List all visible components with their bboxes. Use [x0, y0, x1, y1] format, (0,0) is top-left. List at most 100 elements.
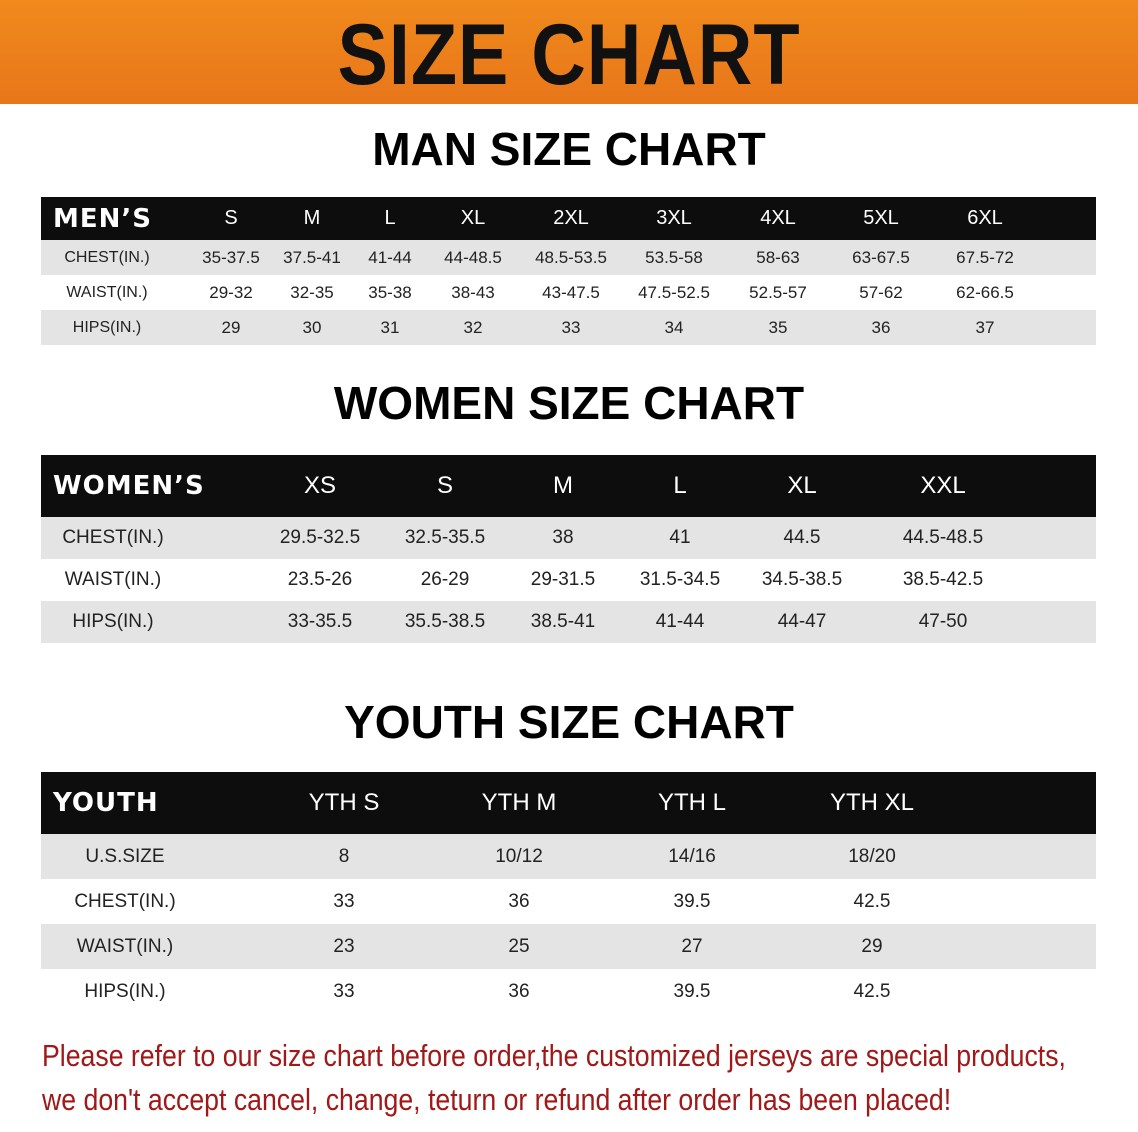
- table-cell: 34.5-38.5: [761, 569, 843, 590]
- table-row: HIPS(IN.) 29 30 31 32 33 34 35 36 37: [41, 310, 1096, 345]
- size-header-yth-m: YTH M: [481, 789, 557, 816]
- table-header-row: MEN’S S M L XL 2XL 3XL 4XL 5XL 6XL: [41, 197, 1096, 240]
- table-cell: 41-44: [368, 247, 412, 267]
- table-cell: 41: [669, 527, 691, 548]
- table-cell: 38: [552, 527, 574, 548]
- table-cell: 58-63: [756, 247, 800, 267]
- table-cell: 29: [861, 935, 883, 957]
- table-row: HIPS(IN.) 33 36 39.5 42.5: [41, 969, 1096, 1015]
- table-cell: 31.5-34.5: [639, 569, 721, 590]
- size-header-yth-s: YTH S: [308, 789, 380, 816]
- table-row: WAIST(IN.) 29-32 32-35 35-38 38-43 43-47.5 47.…: [41, 275, 1096, 310]
- row-label: HIPS(IN.): [72, 318, 142, 336]
- row-label: CHEST(IN.): [64, 248, 150, 266]
- table-cell: 41-44: [655, 611, 705, 632]
- size-header-xl: XL: [460, 207, 486, 229]
- table-cell: 35-37.5: [202, 247, 260, 267]
- table-row: HIPS(IN.) 33-35.5 35.5-38.5 38.5-41 41-44 44-…: [41, 601, 1096, 643]
- size-header-xs: XS: [303, 472, 337, 499]
- table-cell: 35.5-38.5: [404, 611, 486, 632]
- table-cell: 33-35.5: [287, 611, 353, 632]
- youth-section-title: YOUTH SIZE CHART: [344, 696, 794, 748]
- table-cell: 42.5: [853, 981, 891, 1002]
- table-cell: 47.5-52.5: [638, 282, 710, 302]
- table-cell: 57-62: [859, 282, 903, 302]
- table-cell: 29.5-32.5: [279, 527, 361, 548]
- size-header-s: S: [436, 472, 454, 499]
- table-cell: 26-29: [420, 569, 470, 590]
- banner: SIZE CHART: [0, 0, 1138, 104]
- men-section-title: MAN SIZE CHART: [372, 123, 766, 175]
- size-header-3xl: 3XL: [656, 207, 692, 229]
- table-cell: 14/16: [668, 845, 716, 867]
- table-cell: 38.5-41: [530, 611, 596, 632]
- table-cell: 39.5: [673, 981, 711, 1002]
- table-row: WAIST(IN.) 23.5-26 26-29 29-31.5 31.5-34.5 34…: [41, 559, 1096, 601]
- table-cell: 27: [681, 935, 703, 957]
- row-label: U.S.SIZE: [85, 845, 165, 867]
- size-header-xl: XL: [787, 472, 817, 499]
- header-label: YOUTH: [53, 788, 159, 818]
- row-label: WAIST(IN.): [64, 569, 162, 590]
- table-cell: 32.5-35.5: [404, 527, 486, 548]
- size-header-5xl: 5XL: [863, 207, 899, 229]
- table-cell: 33: [333, 981, 355, 1002]
- table-cell: 62-66.5: [956, 282, 1014, 302]
- header-label: WOMEN’S: [53, 471, 205, 501]
- table-cell: 25: [508, 935, 530, 957]
- women-size-table: WOMEN’S XS S M L XL XXL CHEST(IN.) 29.5-32.5 32.5…: [41, 455, 1096, 643]
- size-header-2xl: 2XL: [553, 207, 589, 229]
- size-header-xxl: XXL: [920, 472, 966, 499]
- table-cell: 33: [333, 890, 355, 912]
- row-label: HIPS(IN.): [72, 611, 154, 632]
- youth-size-table: YOUTH YTH S YTH M YTH L YTH XL U.S.SIZE 8 10/12…: [41, 772, 1096, 1015]
- size-header-l: L: [384, 207, 396, 229]
- table-cell: 44-47: [777, 611, 827, 632]
- table-cell: 36: [508, 981, 530, 1002]
- table-cell: 44.5: [783, 527, 821, 548]
- notice-line-1: Please refer to our size chart before or…: [42, 1038, 1066, 1073]
- row-label: WAIST(IN.): [66, 283, 148, 301]
- table-cell: 48.5-53.5: [535, 247, 607, 267]
- table-cell: 43-47.5: [542, 282, 600, 302]
- size-header-yth-xl: YTH XL: [829, 789, 915, 816]
- table-cell: 29: [221, 317, 241, 337]
- table-cell: 10/12: [495, 845, 543, 867]
- size-header-yth-l: YTH L: [657, 789, 727, 816]
- table-cell: 29-31.5: [530, 569, 596, 590]
- size-header-6xl: 6XL: [967, 207, 1003, 229]
- table-cell: 29-32: [209, 282, 253, 302]
- men-size-table: MEN’S S M L XL 2XL 3XL 4XL 5XL 6XL CHEST(IN.) 35-37…: [41, 197, 1096, 345]
- table-cell: 36: [871, 317, 891, 337]
- table-cell: 34: [664, 317, 684, 337]
- table-row: CHEST(IN.) 33 36 39.5 42.5: [41, 879, 1096, 924]
- table-row: WAIST(IN.) 23 25 27 29: [41, 924, 1096, 969]
- table-cell: 32-35: [290, 282, 334, 302]
- table-row: CHEST(IN.) 35-37.5 37.5-41 41-44 44-48.5 48.5…: [41, 240, 1096, 275]
- table-cell: 44.5-48.5: [902, 527, 984, 548]
- table-cell: 32: [463, 317, 483, 337]
- table-cell: 39.5: [673, 890, 711, 912]
- table-cell: 37: [975, 317, 995, 337]
- table-row: CHEST(IN.) 29.5-32.5 32.5-35.5 38 41 44.5 44.5…: [41, 517, 1096, 559]
- size-header-s: S: [224, 207, 238, 229]
- row-label: CHEST(IN.): [62, 527, 164, 548]
- table-cell: 67.5-72: [956, 247, 1014, 267]
- header-label: MEN’S: [53, 203, 152, 234]
- table-cell: 36: [508, 890, 530, 912]
- table-cell: 31: [380, 317, 400, 337]
- notice-line-2: we don't accept cancel, change, teturn o…: [42, 1082, 952, 1117]
- table-cell: 37.5-41: [283, 247, 341, 267]
- table-header-row: YOUTH YTH S YTH M YTH L YTH XL: [41, 772, 1096, 834]
- table-row: U.S.SIZE 8 10/12 14/16 18/20: [41, 834, 1096, 879]
- table-cell: 38-43: [451, 282, 495, 302]
- row-label: CHEST(IN.): [74, 890, 176, 912]
- row-label: WAIST(IN.): [76, 935, 174, 957]
- women-section-title: WOMEN SIZE CHART: [333, 377, 805, 429]
- size-header-4xl: 4XL: [760, 207, 796, 229]
- table-cell: 18/20: [848, 845, 896, 867]
- size-header-m: M: [553, 472, 573, 499]
- table-cell: 52.5-57: [749, 282, 807, 302]
- size-header-l: L: [673, 472, 687, 499]
- table-cell: 42.5: [853, 890, 891, 912]
